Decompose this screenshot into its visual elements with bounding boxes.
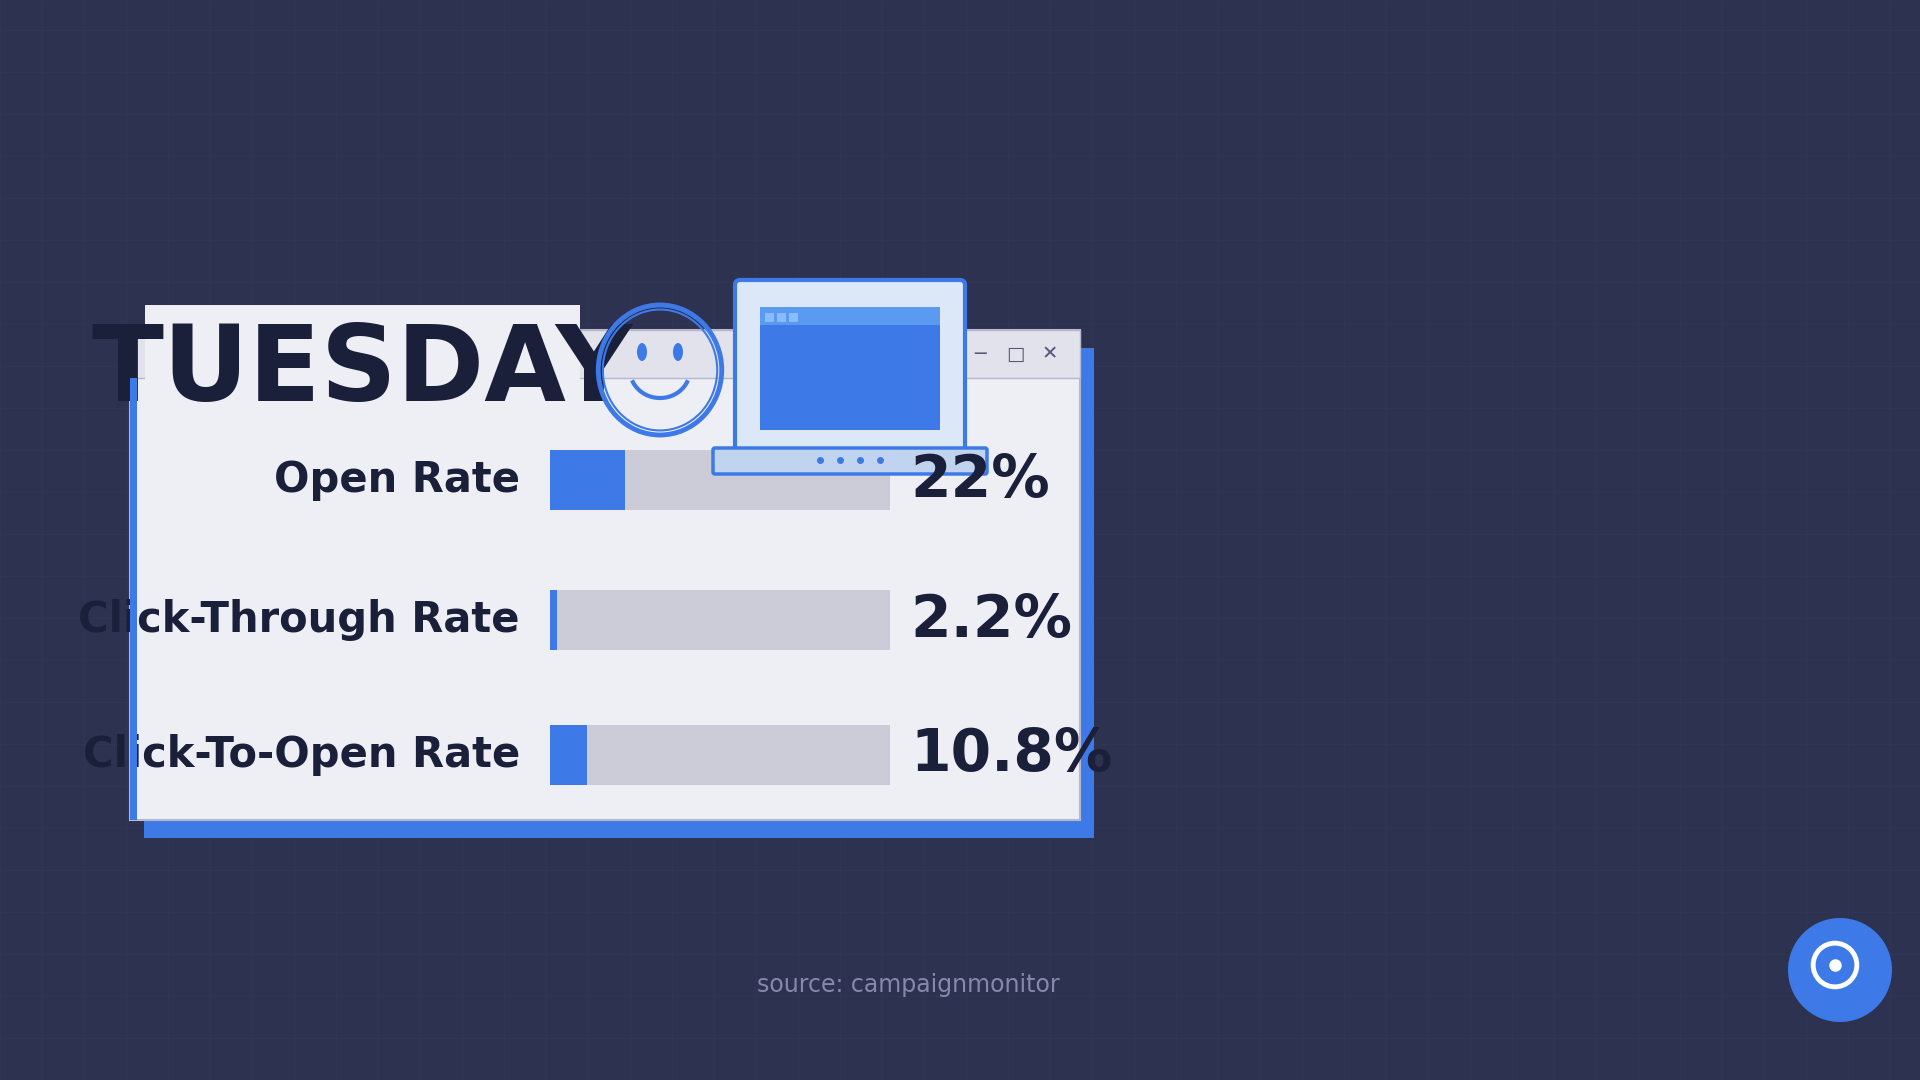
FancyBboxPatch shape [712,448,987,474]
FancyBboxPatch shape [131,378,136,820]
FancyBboxPatch shape [131,330,1079,820]
Text: 2.2%: 2.2% [910,592,1071,648]
Text: 10.8%: 10.8% [910,727,1112,783]
Text: ─: ─ [973,345,985,364]
FancyBboxPatch shape [778,313,785,322]
FancyBboxPatch shape [549,725,588,785]
Text: Open Rate: Open Rate [275,459,520,501]
Text: □: □ [1006,345,1023,364]
Circle shape [1788,918,1891,1022]
Text: 22%: 22% [910,451,1050,509]
FancyBboxPatch shape [760,325,941,430]
FancyBboxPatch shape [549,450,624,510]
FancyBboxPatch shape [760,307,941,325]
Text: source: campaignmonitor: source: campaignmonitor [756,973,1060,997]
FancyBboxPatch shape [789,313,799,322]
FancyBboxPatch shape [764,313,774,322]
FancyBboxPatch shape [549,725,891,785]
Text: Click-Through Rate: Click-Through Rate [79,599,520,642]
FancyBboxPatch shape [144,348,1094,838]
Ellipse shape [637,343,647,361]
FancyBboxPatch shape [146,305,580,440]
FancyBboxPatch shape [549,590,891,650]
FancyBboxPatch shape [549,450,891,510]
Text: ✕: ✕ [1043,345,1058,364]
Text: Click-To-Open Rate: Click-To-Open Rate [83,734,520,777]
Ellipse shape [674,343,684,361]
Text: TUESDAY: TUESDAY [92,322,634,423]
FancyBboxPatch shape [549,590,557,650]
FancyBboxPatch shape [131,330,1079,378]
FancyBboxPatch shape [735,280,966,455]
